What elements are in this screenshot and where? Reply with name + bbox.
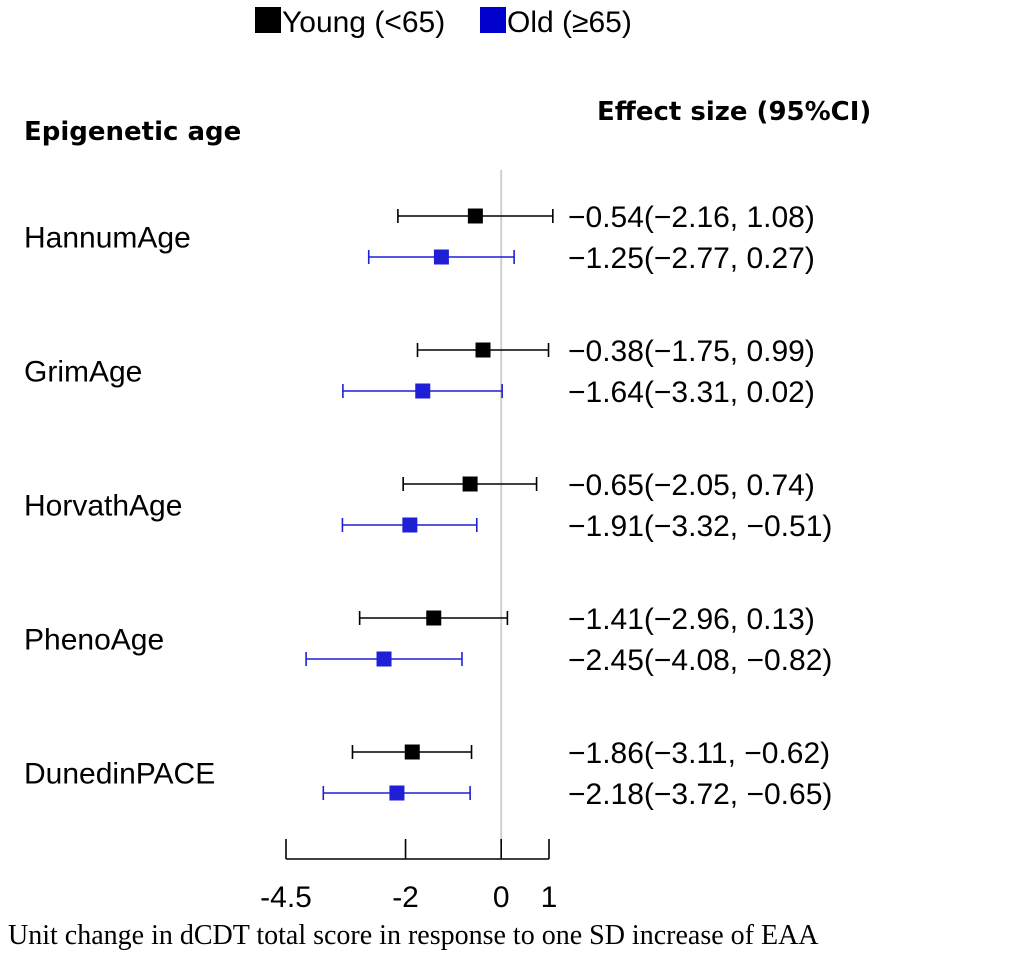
category-label-dunedinpace: DunedinPACE [24,758,215,791]
point-estimate-hannumage-old [433,249,449,265]
legend-swatch-young [255,7,281,33]
effect-size-text-grimage-old: −1.64(−3.31, 0.02) [568,376,815,409]
effect-size-text-hannumage-old: −1.25(−2.77, 0.27) [568,242,815,275]
effect-size-text-horvathage-old: −1.91(−3.32, −0.51) [568,510,832,543]
x-tick-label-0: -4.5 [260,881,312,914]
point-estimate-phenoage-old [376,651,392,667]
effect-size-text-hannumage-young: −0.54(−2.16, 1.08) [568,201,815,234]
category-label-grimage: GrimAge [24,356,142,389]
category-label-horvathage: HorvathAge [24,490,182,523]
x-axis: -4.5 -2 0 1 [260,839,557,914]
effect-size-text-dunedinpace-young: −1.86(−3.11, −0.62) [568,737,830,770]
legend: Young (<65) Old (≥65) [255,6,632,39]
x-tick-label-3: 1 [541,881,558,914]
legend-label-young: Young (<65) [282,6,445,39]
x-axis-label: Unit change in dCDT total score in respo… [8,920,819,951]
legend-label-old: Old (≥65) [507,6,632,39]
legend-swatch-old [480,7,506,33]
category-label-hannumage: HannumAge [24,222,191,255]
effect-size-text-grimage-young: −0.38(−1.75, 0.99) [568,335,815,368]
effect-size-text-horvathage-young: −0.65(−2.05, 0.74) [568,469,815,502]
point-estimate-dunedinpace-old [389,785,405,801]
x-tick-label-2: 0 [493,881,510,914]
column-header-right: Effect size (95%CI) [597,97,871,127]
point-estimate-hannumage-young [467,208,483,224]
x-tick-label-1: -2 [392,881,419,914]
point-estimate-phenoage-young [426,610,442,626]
point-estimate-horvathage-young [462,476,478,492]
effect-size-text-dunedinpace-old: −2.18(−3.72, −0.65) [568,778,832,811]
data-rows: HannumAge −0.54(−2.16, 1.08) −1.25(−2.77, … [24,201,832,811]
column-header-left: Epigenetic age [24,117,241,147]
point-estimate-dunedinpace-young [404,744,420,760]
point-estimate-horvathage-old [402,517,418,533]
point-estimate-grimage-young [475,342,491,358]
effect-size-text-phenoage-old: −2.45(−4.08, −0.82) [568,644,832,677]
category-label-phenoage: PhenoAge [24,624,164,657]
effect-size-text-phenoage-young: −1.41(−2.96, 0.13) [568,603,815,636]
point-estimate-grimage-old [415,383,431,399]
